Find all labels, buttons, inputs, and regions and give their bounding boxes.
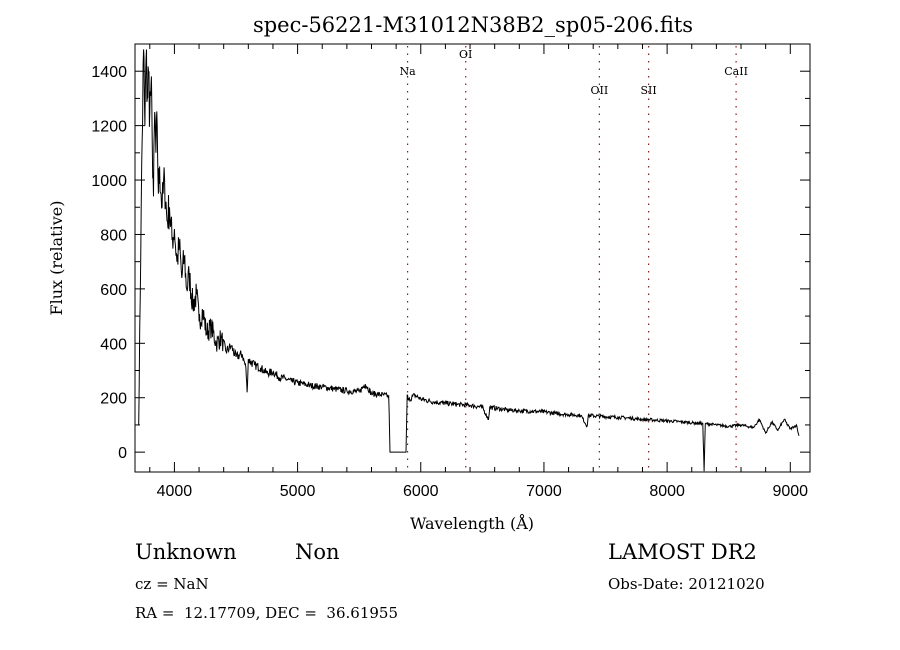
line-label-na: Na <box>399 65 416 78</box>
coordinates: RA = 12.17709, DEC = 36.61955 <box>135 604 399 622</box>
y-tick-label: 1200 <box>91 119 127 136</box>
line-label-oi: OI <box>459 48 472 61</box>
x-tick-label: 4000 <box>157 483 193 500</box>
y-tick-label: 400 <box>100 336 127 353</box>
line-label-sii: SII <box>641 84 657 97</box>
x-tick-label: 5000 <box>280 483 316 500</box>
spectrum-line <box>138 49 800 472</box>
object-class: Unknown <box>135 540 237 564</box>
object-subclass: Non <box>295 540 340 564</box>
plot-frame <box>134 43 811 473</box>
y-tick-label: 1000 <box>91 173 127 190</box>
x-tick-label: 6000 <box>403 483 439 500</box>
y-tick-label: 600 <box>100 282 127 299</box>
x-tick-label: 8000 <box>649 483 685 500</box>
line-label-oii: OII <box>591 84 609 97</box>
x-axis-label: Wavelength (Å) <box>410 513 534 533</box>
redshift-cz: cz = NaN <box>135 575 209 593</box>
obs-date: Obs-Date: 20121020 <box>608 575 765 593</box>
line-label-caii: CaII <box>724 65 748 78</box>
y-tick-label: 0 <box>118 445 127 462</box>
chart-title: spec-56221-M31012N38B2_sp05-206.fits <box>253 13 693 37</box>
y-tick-label: 1400 <box>91 64 127 81</box>
x-tick-label: 7000 <box>526 483 562 500</box>
survey-name: LAMOST DR2 <box>608 540 757 564</box>
y-tick-label: 800 <box>100 227 127 244</box>
x-tick-label: 9000 <box>772 483 808 500</box>
y-tick-label: 200 <box>100 391 127 408</box>
y-axis-label: Flux (relative) <box>47 201 66 316</box>
